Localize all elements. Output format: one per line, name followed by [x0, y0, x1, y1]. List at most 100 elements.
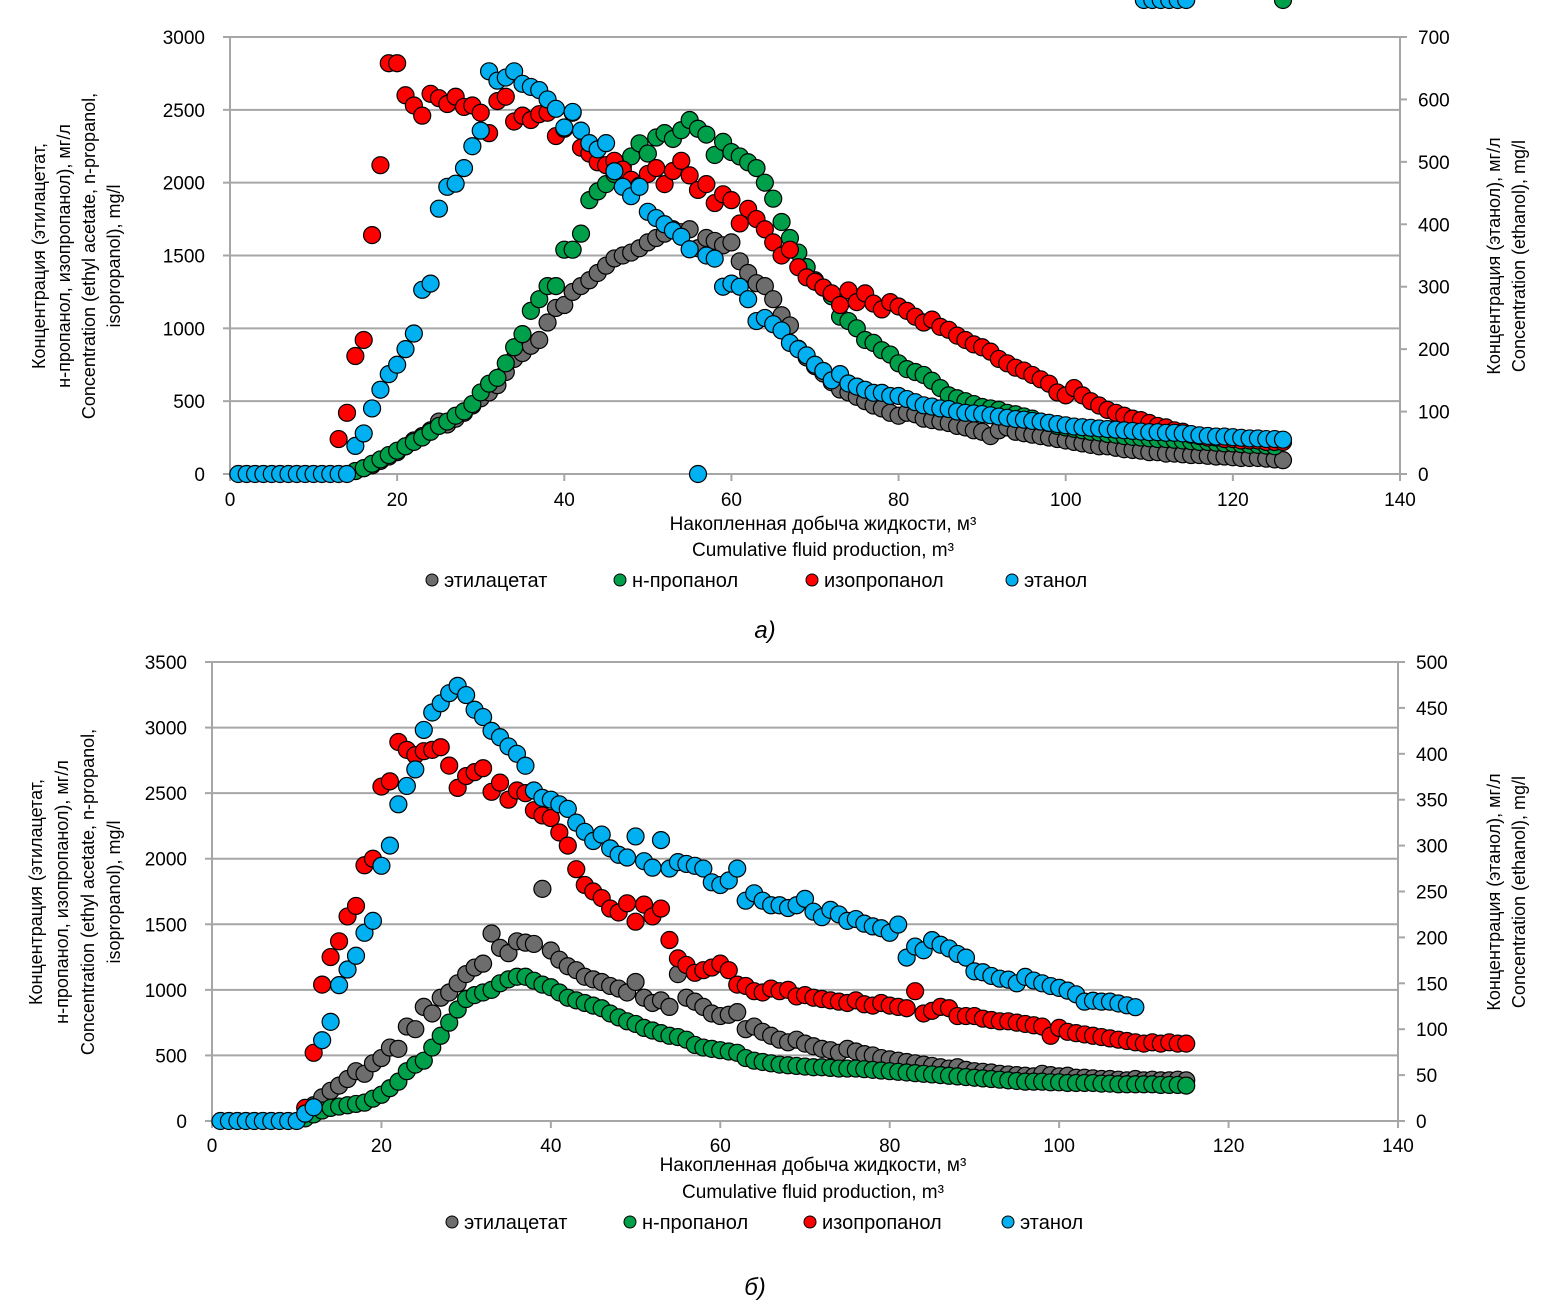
x-tick-label: 120	[1213, 1136, 1245, 1157]
data-point	[397, 776, 416, 796]
data-point	[329, 976, 349, 995]
y-tick-label-left: 3000	[145, 719, 187, 740]
data-point	[660, 930, 679, 950]
y-tick-label-left: 1000	[145, 981, 187, 1002]
data-point	[380, 772, 399, 791]
y-tick-label-left: 3500	[145, 653, 187, 674]
data-point	[694, 859, 713, 878]
data-point	[505, 62, 524, 81]
data-point	[423, 1004, 442, 1023]
data-point	[414, 720, 433, 740]
data-point	[747, 159, 766, 178]
data-point	[380, 836, 399, 855]
legend-label: изопропанол	[824, 570, 944, 592]
data-point	[1177, 0, 1196, 10]
x-axis-label: Накопленная добыча жидкости, м³	[670, 514, 977, 535]
y-tick-label-right: 350	[1416, 791, 1448, 812]
panel-label: б)	[744, 1274, 766, 1301]
legend-label: этилацетат	[444, 570, 547, 592]
data-point	[897, 999, 916, 1018]
legend-label: н-пропанол	[632, 570, 738, 592]
y-axis-label-right: Concentration (ethanol), mg/l	[1509, 776, 1529, 1008]
data-point	[473, 954, 493, 973]
legend-label: н-пропанол	[642, 1212, 748, 1234]
y-tick-label-right: 150	[1416, 974, 1448, 995]
data-point	[363, 911, 383, 930]
x-tick-label: 60	[710, 1136, 731, 1157]
data-point	[490, 773, 510, 792]
data-point	[638, 144, 657, 163]
data-point	[371, 380, 390, 399]
data-point	[346, 436, 365, 456]
data-point	[546, 276, 566, 296]
data-point	[730, 214, 749, 233]
data-point	[956, 948, 976, 967]
data-point	[1126, 998, 1145, 1017]
data-point	[772, 321, 791, 340]
x-tick-label: 0	[225, 490, 236, 511]
y-tick-label-right: 100	[1418, 403, 1450, 424]
y-axis-label-left: н-пропанол, изопропанол), мг/л	[52, 760, 72, 1024]
data-point	[513, 325, 532, 344]
data-point	[505, 338, 524, 357]
legend-label: этанол	[1020, 1212, 1083, 1234]
data-point	[680, 240, 699, 259]
data-point	[772, 212, 791, 232]
data-point	[454, 159, 474, 178]
data-point	[538, 313, 557, 332]
y-tick-label-right: 100	[1416, 1020, 1448, 1041]
legend: этилацетат н-пропанол изопропанол этанол	[445, 1212, 1083, 1234]
data-point	[354, 330, 373, 350]
data-point	[440, 756, 459, 775]
data-point	[626, 912, 645, 931]
data-point	[722, 191, 741, 210]
y-axis-label-left: Concentration (ethyl acetate, n-propanol…	[78, 729, 98, 1055]
data-point	[473, 759, 493, 778]
data-point	[655, 175, 674, 194]
y-axis-label-right: Концентрация (этанол), мг/л	[1484, 137, 1504, 374]
x-axis-label: Cumulative fluid production, m³	[682, 1182, 944, 1203]
data-point	[346, 896, 366, 916]
y-tick-label-right: 200	[1416, 928, 1448, 949]
data-point	[555, 118, 574, 137]
x-tick-label: 140	[1382, 1136, 1414, 1157]
data-point	[329, 429, 348, 449]
data-point	[473, 707, 493, 727]
y-axis-label-left: isopropanol), mg/l	[104, 820, 124, 963]
data-point	[431, 738, 450, 757]
data-point	[755, 173, 774, 192]
data-point	[516, 756, 535, 775]
data-point	[463, 137, 482, 156]
data-point	[764, 290, 783, 309]
data-point	[337, 464, 357, 484]
data-point	[406, 760, 425, 779]
y-axis-label-left: Concentration (ethyl acetate, n-propanol…	[79, 93, 99, 419]
data-point	[524, 934, 544, 954]
y-tick-label-left: 2000	[145, 850, 187, 871]
y-tick-label-left: 2500	[163, 101, 205, 122]
legend-marker	[445, 1215, 459, 1229]
legend: этилацетат н-пропанол изопропанол этанол	[425, 570, 1087, 592]
x-tick-label: 20	[387, 490, 408, 511]
data-point	[889, 915, 908, 934]
y-axis-label-left: Концентрация (этилацетат,	[29, 143, 49, 369]
data-point	[571, 121, 591, 140]
data-point	[396, 340, 415, 359]
legend-marker	[1005, 573, 1019, 587]
data-point	[354, 424, 373, 443]
data-point	[558, 799, 577, 818]
data-point	[719, 961, 738, 980]
data-point	[617, 848, 637, 867]
y-tick-label-right: 400	[1416, 745, 1448, 766]
data-point	[643, 858, 662, 877]
data-point	[346, 946, 366, 965]
data-point	[496, 87, 515, 106]
data-point	[496, 354, 515, 373]
data-point	[550, 823, 569, 842]
data-point	[389, 1039, 408, 1058]
y-tick-label-left: 1500	[145, 915, 187, 936]
y-tick-label-right: 500	[1418, 153, 1450, 174]
x-tick-label: 40	[540, 1136, 561, 1157]
x-tick-label: 140	[1384, 490, 1416, 511]
